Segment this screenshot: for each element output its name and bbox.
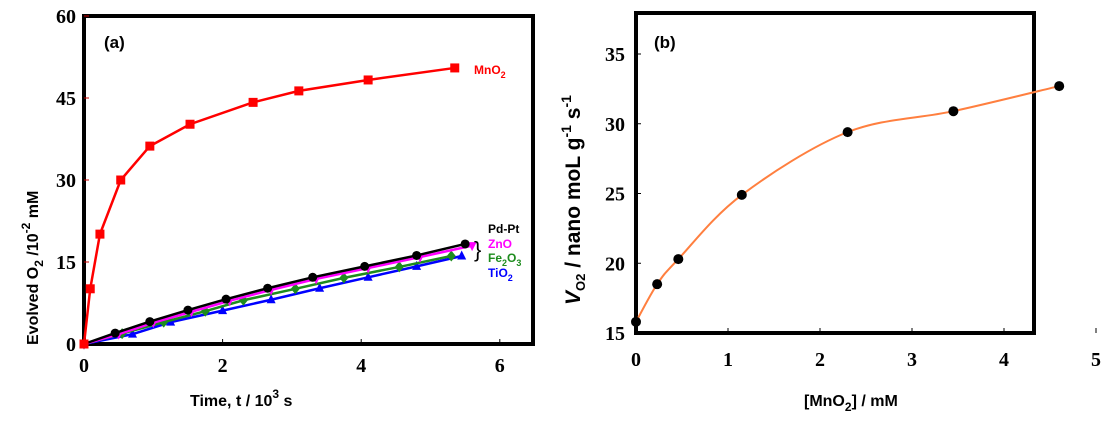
data-point	[631, 316, 641, 327]
point-pd-pt	[308, 272, 318, 282]
y-tick-label-a: 0	[66, 334, 76, 356]
y-axis-label-b: VO2 / nano moL g-1 s-1	[558, 95, 588, 305]
data-point	[1054, 81, 1065, 92]
point-pd-pt	[221, 294, 231, 304]
x-tick-label-b: 1	[723, 349, 733, 371]
x-tick-label-a: 4	[356, 355, 366, 377]
legend-tio2: TiO2	[488, 266, 513, 283]
y-tick-label-b: 30	[605, 114, 625, 136]
x-tick-label-a: 2	[218, 355, 228, 377]
data-point	[652, 279, 663, 290]
panel-b-label: (b)	[654, 33, 676, 52]
point-mno2	[145, 141, 155, 151]
point-pd-pt	[263, 283, 273, 293]
point-pd-pt	[460, 239, 470, 249]
point-mno2	[363, 75, 373, 85]
point-pd-pt	[360, 261, 370, 271]
data-point	[673, 254, 684, 265]
x-tick-label-b: 4	[999, 349, 1009, 371]
x-tick-label-a: 6	[495, 355, 505, 377]
line-zno	[83, 244, 473, 346]
legend-zno: ZnO	[488, 237, 512, 251]
point-pd-pt	[110, 328, 120, 338]
x-tick-label-a: 0	[79, 355, 89, 377]
point-tio2	[363, 271, 373, 281]
point-tio2	[315, 282, 325, 292]
plot-a-frame	[82, 14, 535, 346]
point-tio2	[218, 305, 228, 315]
point-tio2	[266, 294, 276, 304]
y-tick-label-b: 20	[605, 253, 625, 275]
series-pd-pt	[79, 239, 470, 349]
point-pd-pt	[412, 250, 422, 260]
point-mno2	[450, 63, 460, 73]
plot-b-frame	[634, 11, 1036, 335]
line-pd-pt	[83, 242, 466, 346]
point-pd-pt	[183, 305, 193, 315]
y-tick-label-b: 25	[605, 184, 625, 206]
y-tick-label-a: 15	[56, 252, 76, 274]
y-tick-label-b: 35	[605, 44, 625, 66]
x-tick-label-b: 5	[1091, 349, 1101, 371]
point-fe2o3	[290, 283, 300, 295]
point-tio2	[128, 328, 138, 338]
point-mno2	[85, 284, 95, 294]
point-mno2	[116, 175, 126, 185]
x-tick-label-b: 3	[907, 349, 917, 371]
point-mno2	[185, 119, 195, 129]
point-pd-pt	[145, 317, 155, 327]
point-mno2	[79, 339, 89, 349]
line-mno2	[82, 66, 455, 345]
point-fe2o3	[394, 261, 404, 273]
y-tick-label-b: 15	[605, 323, 625, 345]
y-tick-label-a: 30	[56, 170, 76, 192]
point-fe2o3	[446, 250, 456, 262]
fit-curve	[635, 85, 1060, 323]
data-point	[842, 127, 853, 138]
y-tick-label-a: 45	[56, 88, 76, 110]
legend-fe2o3: Fe2O3	[488, 251, 521, 268]
x-axis-label-a: Time, t / 103 s	[190, 387, 293, 410]
panel-b: 0 1 2 3 4 5 15 20 25 30 35 (b) [MnO2] / mM VO2 / n…	[558, 11, 1101, 414]
x-axis-label-b: [MnO2] / mM	[804, 393, 898, 414]
point-mno2	[95, 229, 105, 239]
point-fe2o3	[339, 272, 349, 284]
point-mno2	[294, 86, 304, 96]
panel-a-label: (a)	[104, 33, 125, 52]
legend-mno2: MnO2	[474, 63, 506, 80]
point-zno	[467, 242, 477, 252]
legend-pdpt: Pd-Pt	[488, 222, 519, 236]
x-tick-label-b: 2	[815, 349, 825, 371]
data-point	[948, 106, 959, 117]
point-mno2	[248, 97, 258, 107]
y-tick-label-a: 60	[56, 6, 76, 28]
point-tio2	[457, 250, 467, 260]
series-mno2	[79, 63, 460, 349]
legend-brace: }	[474, 237, 481, 262]
point-tio2	[412, 260, 422, 270]
x-tick-label-b: 0	[631, 349, 641, 371]
data-point	[736, 189, 747, 200]
y-axis-label-a: Evolved O2 /10-2 mM	[19, 191, 46, 345]
